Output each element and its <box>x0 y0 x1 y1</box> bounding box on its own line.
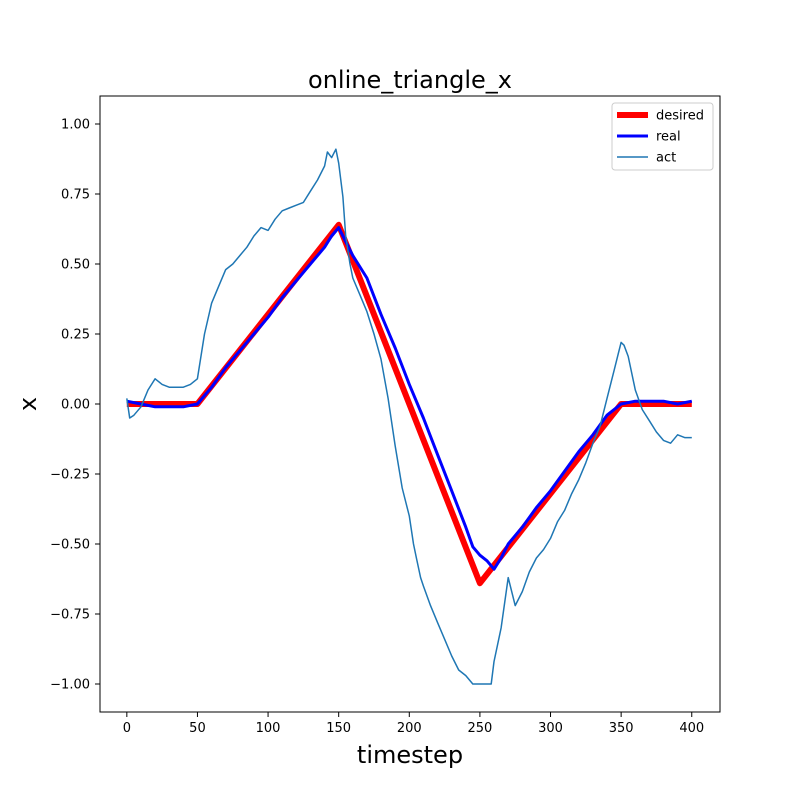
x-tick-label: 150 <box>326 721 351 736</box>
x-tick-label: 50 <box>189 721 206 736</box>
y-tick-label: 0.75 <box>61 188 90 203</box>
series-line-real <box>126 226 693 571</box>
series-line-act <box>126 148 692 685</box>
y-tick-label: 0.50 <box>61 258 90 273</box>
x-tick-label: 100 <box>256 721 281 736</box>
y-tick-label: −0.75 <box>50 608 90 623</box>
series-line-desired <box>126 221 692 587</box>
legend-label-desired: desired <box>656 109 704 124</box>
x-tick-label: 250 <box>467 721 492 736</box>
y-tick-label: −0.50 <box>50 538 90 553</box>
x-tick-label: 400 <box>679 721 704 736</box>
legend: desired real act <box>611 102 714 171</box>
legend-label-real: real <box>656 130 681 145</box>
chart-title: online_triangle_x <box>308 66 512 94</box>
y-tick-label: 1.00 <box>61 118 90 133</box>
y-tick-label: −0.25 <box>50 468 90 483</box>
plot-area <box>126 148 693 685</box>
legend-box <box>611 102 714 171</box>
y-axis-label: x <box>14 397 42 411</box>
x-tick-label: 350 <box>609 721 634 736</box>
x-tick-label: 200 <box>397 721 422 736</box>
y-tick-label: −1.00 <box>50 678 90 693</box>
x-tick-label: 300 <box>538 721 563 736</box>
x-tick-label: 0 <box>123 721 131 736</box>
y-tick-label: 0.25 <box>61 328 90 343</box>
x-axis-label: timestep <box>357 741 463 769</box>
axes: 0 50 100 150 200 250 300 350 400 1.00 0.75 0.50 0.25… <box>50 95 721 736</box>
y-tick-label: 0.00 <box>61 398 90 413</box>
legend-label-act: act <box>656 151 676 166</box>
